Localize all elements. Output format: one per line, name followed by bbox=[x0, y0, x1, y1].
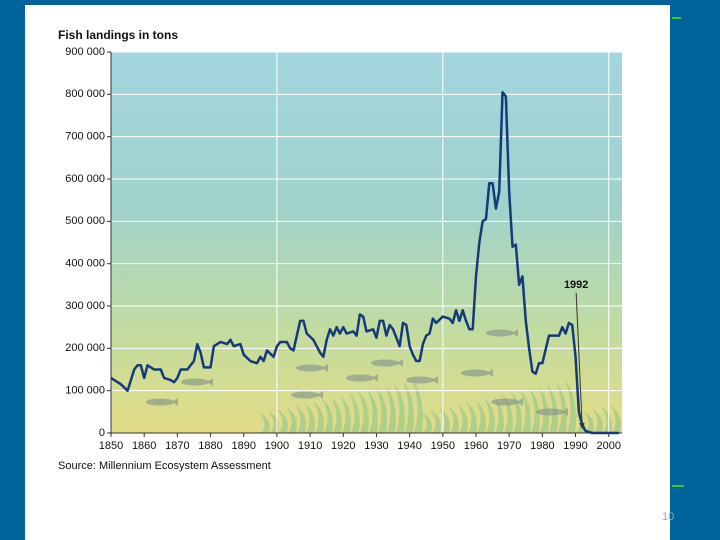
seaweed bbox=[358, 391, 369, 433]
fish bbox=[536, 408, 564, 416]
seaweed bbox=[529, 388, 540, 433]
fish bbox=[172, 398, 178, 406]
fish bbox=[517, 398, 523, 406]
chart-title: Fish landings in tons bbox=[58, 28, 178, 42]
fish bbox=[291, 391, 319, 399]
y-tick-label: 0 bbox=[99, 427, 105, 439]
seaweed bbox=[520, 390, 531, 433]
fish bbox=[562, 408, 568, 416]
seaweed bbox=[538, 386, 549, 433]
seaweed bbox=[493, 396, 504, 433]
x-tick-label: 1860 bbox=[132, 440, 156, 452]
seaweed bbox=[367, 389, 378, 433]
fish bbox=[461, 369, 489, 377]
seaweed bbox=[592, 409, 603, 433]
seaweed bbox=[394, 383, 405, 433]
data-line bbox=[110, 90, 619, 435]
y-tick-label: 200 000 bbox=[65, 342, 105, 354]
seaweed bbox=[268, 411, 279, 433]
x-tick-label: 1970 bbox=[497, 440, 521, 452]
fish bbox=[146, 398, 174, 406]
fish bbox=[317, 391, 323, 399]
y-tick-label: 700 000 bbox=[65, 131, 105, 143]
x-tick-label: 1910 bbox=[298, 440, 322, 452]
annotation-label: 1992 bbox=[564, 279, 588, 291]
x-tick-label: 1900 bbox=[265, 440, 289, 452]
seaweed bbox=[565, 380, 576, 433]
seaweed bbox=[304, 403, 315, 433]
seaweed bbox=[385, 385, 396, 433]
seaweed bbox=[340, 395, 351, 433]
fish bbox=[181, 378, 209, 386]
fish bbox=[296, 364, 324, 372]
x-tick-label: 1980 bbox=[530, 440, 554, 452]
x-tick-label: 1850 bbox=[99, 440, 123, 452]
y-tick-label: 600 000 bbox=[65, 173, 105, 185]
seaweed bbox=[511, 392, 522, 433]
fish bbox=[372, 374, 378, 382]
seaweed bbox=[277, 409, 288, 433]
seaweed bbox=[439, 408, 450, 433]
x-tick-label: 1890 bbox=[231, 440, 255, 452]
seaweed bbox=[313, 401, 324, 433]
seaweed bbox=[331, 397, 342, 433]
fish bbox=[432, 376, 438, 384]
fish bbox=[346, 374, 374, 382]
y-tick-label: 900 000 bbox=[65, 46, 105, 58]
fish bbox=[491, 398, 519, 406]
seaweed bbox=[547, 384, 558, 433]
source-note: Source: Millennium Ecosystem Assessment bbox=[58, 460, 271, 472]
x-tick-label: 1870 bbox=[165, 440, 189, 452]
seaweed bbox=[466, 402, 477, 433]
fish bbox=[486, 329, 514, 337]
seaweed bbox=[610, 405, 621, 433]
seaweed bbox=[322, 399, 333, 433]
seaweed bbox=[421, 412, 432, 433]
x-tick-label: 2000 bbox=[596, 440, 620, 452]
fish bbox=[322, 364, 328, 372]
seaweed bbox=[259, 413, 270, 433]
seaweed bbox=[484, 398, 495, 433]
slide-number: 10 bbox=[662, 511, 674, 523]
fish bbox=[371, 359, 399, 367]
seaweed bbox=[412, 379, 423, 433]
x-tick-label: 1930 bbox=[364, 440, 388, 452]
seaweed bbox=[286, 407, 297, 433]
fish bbox=[207, 378, 213, 386]
plot bbox=[111, 51, 622, 434]
seaweed bbox=[376, 387, 387, 433]
fish bbox=[512, 329, 518, 337]
y-tick-label: 400 000 bbox=[65, 258, 105, 270]
seaweed bbox=[448, 406, 459, 433]
annotation-arrowhead bbox=[579, 423, 585, 429]
x-tick-label: 1960 bbox=[464, 440, 488, 452]
fish bbox=[487, 369, 493, 377]
fish bbox=[406, 376, 434, 384]
seaweed bbox=[583, 411, 594, 433]
x-tick-label: 1880 bbox=[198, 440, 222, 452]
seaweed bbox=[502, 394, 513, 433]
x-tick-label: 1920 bbox=[331, 440, 355, 452]
seaweed bbox=[475, 400, 486, 433]
seaweed bbox=[556, 382, 567, 433]
seaweed bbox=[457, 404, 468, 433]
x-tick-label: 1950 bbox=[431, 440, 455, 452]
annotation-arrow bbox=[575, 292, 583, 428]
y-tick-label: 500 000 bbox=[65, 215, 105, 227]
x-tick-label: 1990 bbox=[563, 440, 587, 452]
y-tick-label: 300 000 bbox=[65, 300, 105, 312]
y-tick-label: 800 000 bbox=[65, 88, 105, 100]
y-tick-label: 100 000 bbox=[65, 385, 105, 397]
seaweed bbox=[349, 393, 360, 433]
seaweed bbox=[430, 410, 441, 433]
fish bbox=[397, 359, 403, 367]
x-tick-label: 1940 bbox=[397, 440, 421, 452]
seaweed bbox=[403, 381, 414, 433]
seaweed bbox=[295, 405, 306, 433]
